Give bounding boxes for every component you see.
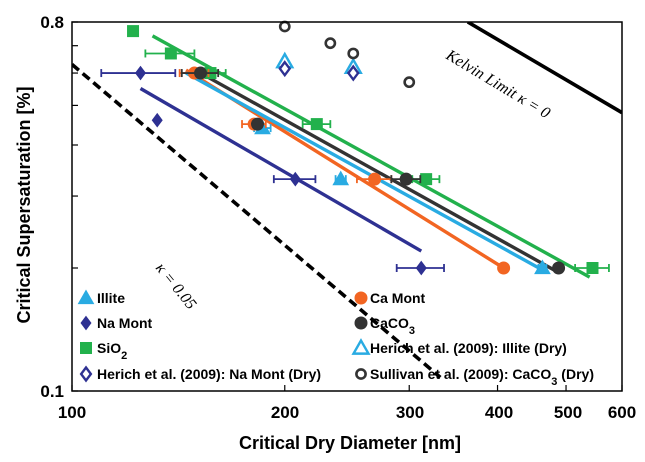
legend-marker-na-mont: [80, 315, 92, 331]
illite-point: [534, 259, 551, 275]
legend-label-sullivan-caco3: Sullivan et al. (2009): CaCO3 (Dry): [370, 366, 594, 388]
legend-label-sio2: SiO2: [97, 340, 127, 362]
sullivan-point: [403, 76, 416, 89]
legend-marker-sio2: [80, 342, 92, 354]
caco3-point: [399, 172, 413, 186]
na_mont-fit-line: [139, 87, 423, 253]
x-tick-label-200: 200: [271, 403, 299, 422]
x-tick-label-600: 600: [608, 403, 636, 422]
x-tick-label-400: 400: [485, 403, 513, 422]
legend-label-herich-illite: Herich et al. (2009): Illite (Dry): [370, 340, 567, 356]
y-tick-label-top: 0.8: [40, 13, 64, 32]
legend-label-na-mont: Na Mont: [97, 315, 153, 331]
kappa-annotation: κ = 0.05: [152, 260, 199, 313]
caco3-fit-line: [199, 71, 560, 274]
axis-ticks: [71, 21, 623, 392]
caco3-point: [552, 261, 566, 275]
kelvin-reference-line: [466, 22, 622, 115]
x-tick-label-500: 500: [554, 403, 582, 422]
x-tick-label-100: 100: [58, 403, 86, 422]
na_mont-point: [151, 112, 163, 128]
sio2-point: [164, 47, 177, 60]
illite-fit-line: [185, 71, 548, 274]
legend-label-herich-na-mont: Herich et al. (2009): Na Mont (Dry): [97, 366, 321, 382]
legend-marker-ca-mont: [354, 291, 368, 305]
ca_mont-point: [368, 172, 382, 186]
y-axis-label: Critical Supersaturation [%]: [14, 86, 34, 323]
fit-lines: [139, 34, 591, 279]
y-tick-label-bottom: 0.1: [40, 382, 64, 401]
sullivan-point: [347, 47, 360, 60]
reference-lines: [72, 22, 622, 379]
plot-frame: [71, 21, 623, 392]
sio2-point: [127, 25, 140, 38]
herich_namont-point: [278, 60, 292, 78]
herich_namont-point: [346, 64, 360, 82]
sio2-point: [586, 262, 599, 274]
x-axis-label: Critical Dry Diameter [nm]: [239, 433, 461, 453]
legend: Illite Na Mont SiO2 Herich et al. (2009)…: [77, 289, 594, 388]
kappa-reference-line: [72, 63, 442, 379]
na_mont-point: [415, 260, 427, 276]
ca_mont-point: [497, 261, 511, 275]
illite-point: [332, 170, 350, 186]
data-points: [100, 20, 610, 276]
legend-marker-illite: [77, 289, 95, 305]
legend-marker-caco3: [354, 316, 368, 330]
legend-label-caco3: CaCO3: [370, 315, 415, 337]
legend-marker-sullivan: [355, 368, 367, 380]
sio2-point: [310, 118, 323, 131]
caco3-point: [251, 117, 265, 131]
na_mont-point: [289, 171, 301, 187]
legend-label-ca-mont: Ca Mont: [370, 290, 426, 306]
kelvin-limit-annotation: Kelvin Limit κ = 0: [442, 46, 553, 122]
caco3-point: [194, 66, 208, 80]
x-tick-label-300: 300: [396, 403, 424, 422]
legend-marker-herich-namont: [79, 365, 93, 383]
na_mont-point: [134, 65, 146, 81]
sio2-point: [420, 173, 433, 186]
legend-markers: [77, 289, 371, 383]
sullivan-point: [278, 20, 291, 33]
sullivan-point: [324, 37, 337, 50]
legend-label-illite: Illite: [97, 290, 125, 306]
legend-marker-herich-illite: [351, 338, 371, 355]
